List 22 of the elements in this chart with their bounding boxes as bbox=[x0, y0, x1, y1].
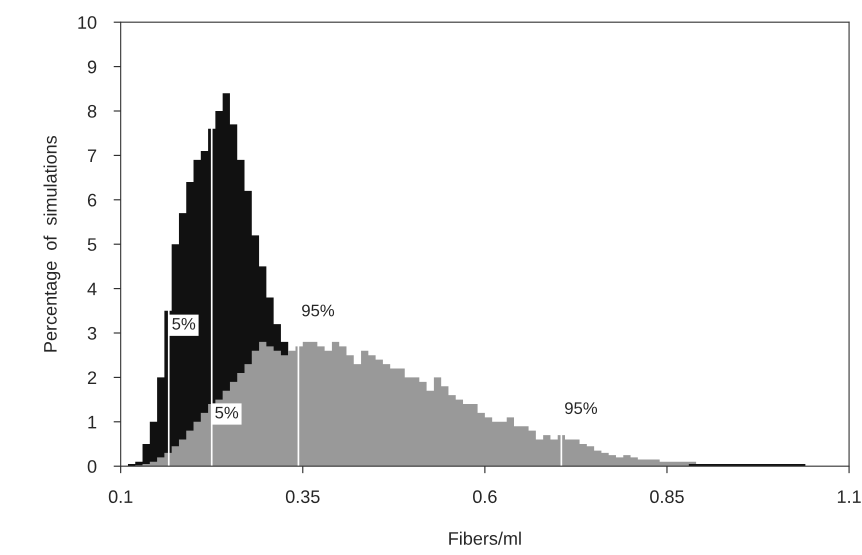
x-tick-label: 1.1 bbox=[838, 490, 861, 503]
y-tick-label: 4 bbox=[87, 282, 97, 296]
y-tick-label: 3 bbox=[88, 326, 96, 340]
y-tick-label: 9 bbox=[88, 60, 96, 74]
y-axis-title: Percentage of simulations bbox=[43, 136, 60, 352]
annotation: 5% bbox=[172, 318, 196, 330]
y-tick-label: 2 bbox=[88, 371, 96, 384]
x-tick-label: 0.1 bbox=[108, 490, 132, 504]
y-tick-label: 1 bbox=[88, 416, 96, 428]
x-tick-label: 0.6 bbox=[473, 490, 497, 504]
x-axis-title: Fibers/ml bbox=[449, 532, 521, 545]
x-tick-label: 0.35 bbox=[286, 490, 320, 504]
annotation: 95% bbox=[302, 304, 334, 316]
annotation: 95% bbox=[565, 402, 598, 414]
y-tick-label: 10 bbox=[78, 16, 96, 29]
y-tick-label: 6 bbox=[88, 194, 96, 207]
y-tick-label: 0 bbox=[88, 460, 96, 473]
y-tick-label: 7 bbox=[88, 150, 96, 162]
y-tick-label: 5 bbox=[88, 238, 96, 251]
annotation: 5% bbox=[215, 406, 238, 419]
x-tick-label: 0.85 bbox=[650, 490, 684, 504]
y-tick-label: 8 bbox=[88, 104, 96, 118]
